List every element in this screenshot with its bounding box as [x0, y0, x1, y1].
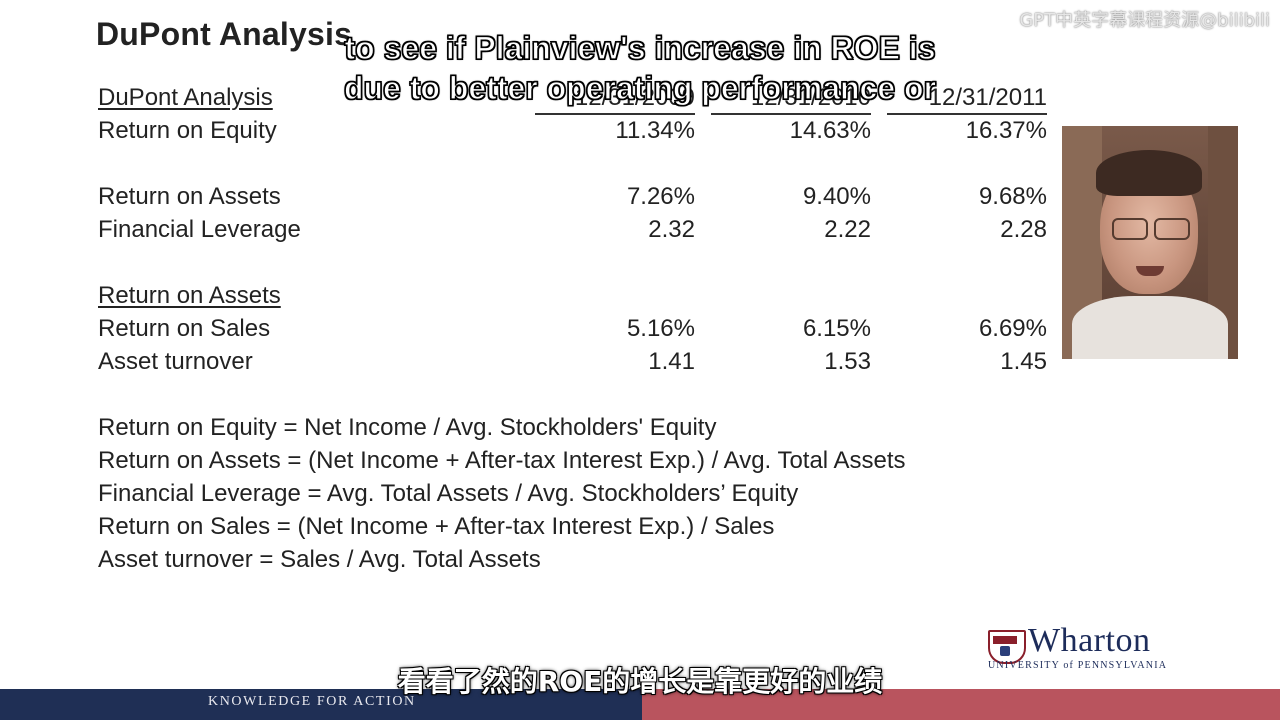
roa-2011: 9.68%	[978, 183, 1047, 210]
ros-2010: 6.15%	[802, 315, 871, 342]
leverage-2010: 2.22	[824, 216, 871, 243]
roa-2010: 9.40%	[802, 183, 871, 210]
presenter-shirt	[1072, 296, 1228, 359]
slide-title: DuPont Analysis	[96, 16, 353, 52]
subtitle-english-line2: due to better operating performance or	[343, 69, 937, 106]
logo-university: UNIVERSITY of PENNSYLVANIA	[988, 660, 1168, 671]
watermark: GPT中英字幕课程资源@bilibili	[1019, 10, 1270, 31]
section-heading-roa: Return on Assets	[98, 282, 281, 309]
section-heading-dupont: DuPont Analysis	[98, 84, 273, 111]
formula-roa: Return on Assets = (Net Income + After-t…	[98, 447, 906, 474]
presenter-hair	[1096, 150, 1202, 196]
turnover-2010: 1.53	[824, 348, 871, 375]
row-label-ros: Return on Sales	[98, 315, 271, 342]
column-header-2010: 12/31/2010	[750, 84, 871, 111]
column-header-2011: 12/31/2011	[928, 84, 1047, 111]
row-label-leverage: Financial Leverage	[98, 216, 301, 243]
row-label-turnover: Asset turnover	[98, 348, 253, 375]
leverage-2009: 2.32	[648, 216, 695, 243]
formula-leverage: Financial Leverage = Avg. Total Assets /…	[98, 480, 799, 507]
formula-ros: Return on Sales = (Net Income + After-ta…	[98, 513, 775, 540]
formula-turnover: Asset turnover = Sales / Avg. Total Asse…	[98, 546, 541, 573]
roe-2010: 14.63%	[789, 117, 871, 144]
row-label-roa: Return on Assets	[98, 183, 281, 210]
footer-bar-left	[0, 689, 642, 720]
subtitle-english-line1: to see if Plainview's increase in ROE is	[344, 29, 936, 66]
logo-wordmark: Wharton	[1028, 622, 1151, 659]
shield-icon	[988, 630, 1026, 664]
row-label-roe: Return on Equity	[98, 117, 277, 144]
column-rule-3	[887, 113, 1047, 115]
leverage-2011: 2.28	[1000, 216, 1047, 243]
roe-2009: 11.34%	[615, 117, 695, 144]
column-rule-1	[535, 113, 695, 115]
column-header-2009: 12/31/2009	[574, 84, 695, 111]
turnover-2009: 1.41	[648, 348, 695, 375]
ros-2009: 5.16%	[626, 315, 695, 342]
turnover-2011: 1.45	[1000, 348, 1047, 375]
presenter-glasses	[1110, 218, 1190, 240]
presenter-webcam	[1062, 126, 1238, 359]
column-rule-2	[711, 113, 871, 115]
wharton-logo: Wharton UNIVERSITY of PENNSYLVANIA	[988, 622, 1188, 672]
presenter-mouth	[1136, 266, 1164, 276]
ros-2011: 6.69%	[978, 315, 1047, 342]
subtitle-chinese: 看看了然的ROE的增长是靠更好的业绩	[397, 665, 883, 698]
roe-2011: 16.37%	[965, 117, 1047, 144]
footer-bar-right	[642, 689, 1280, 720]
roa-2009: 7.26%	[626, 183, 695, 210]
formula-roe: Return on Equity = Net Income / Avg. Sto…	[98, 414, 717, 441]
footer-tagline: KNOWLEDGE FOR ACTION	[208, 694, 416, 709]
